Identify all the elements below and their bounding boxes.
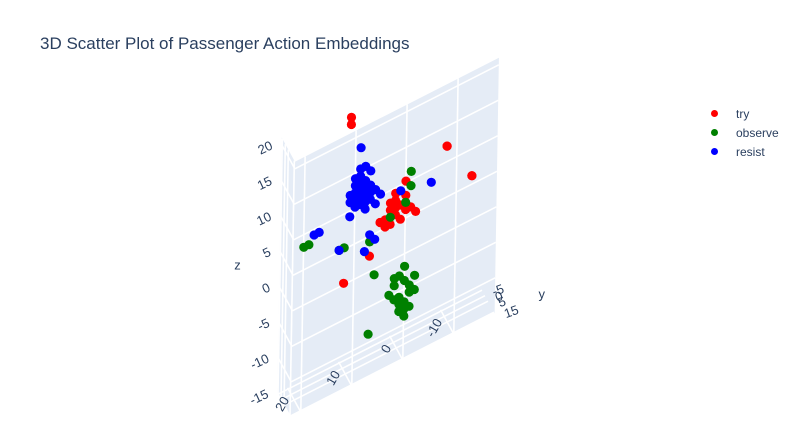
- data-point-observe: [389, 274, 399, 284]
- z-gridline: [292, 206, 497, 312]
- data-point-try: [411, 206, 421, 216]
- z-gridline: [294, 64, 500, 170]
- data-point-try: [467, 171, 477, 181]
- z-tick-label: 20: [255, 138, 274, 158]
- data-point-observe: [406, 166, 416, 176]
- y-tick-label: -5: [490, 281, 506, 299]
- data-point-try: [339, 278, 349, 288]
- data-point-observe: [400, 261, 410, 271]
- data-point-observe: [399, 311, 409, 321]
- data-point-resist: [370, 199, 380, 209]
- y-tick-label: 15: [502, 302, 521, 321]
- data-point-resist: [350, 202, 360, 212]
- y-axis-label: y: [539, 287, 546, 302]
- z-gridline: [293, 99, 499, 206]
- legend-marker-observe: [711, 129, 718, 136]
- data-point-resist: [314, 227, 324, 237]
- z-gridline: [290, 312, 495, 419]
- x-tick-label: 10: [323, 368, 343, 388]
- legend-label-resist: resist: [736, 144, 765, 159]
- y-gridline: [283, 149, 290, 406]
- data-point-observe: [410, 270, 420, 280]
- data-point-resist: [356, 143, 366, 153]
- z-tick-label: -15: [247, 386, 270, 408]
- data-point-try: [375, 217, 385, 228]
- data-point-resist: [359, 247, 369, 257]
- data-point-observe: [399, 304, 409, 314]
- y-gridline: [280, 294, 486, 401]
- z-gridline: [292, 170, 498, 277]
- x-gridline: [300, 156, 306, 413]
- x-tick-label: 20: [272, 394, 292, 414]
- z-tick-label: 10: [254, 209, 273, 229]
- legend-item-observe[interactable]: observe: [704, 123, 779, 142]
- data-point-observe: [304, 240, 314, 250]
- data-point-observe: [406, 181, 416, 191]
- legend-label-observe: observe: [736, 125, 779, 140]
- y-gridline: [277, 289, 483, 395]
- y-tick-label: 5: [496, 293, 508, 310]
- y-gridline: [283, 300, 489, 406]
- data-point-try: [442, 141, 452, 151]
- data-point-observe: [389, 281, 399, 291]
- legend: try observe resist: [704, 104, 779, 161]
- data-point-try: [346, 112, 357, 122]
- z-tick-label: -10: [248, 351, 271, 373]
- z-axis-label: z: [234, 257, 241, 272]
- z-tick-label: -5: [255, 315, 272, 333]
- data-point-observe: [394, 292, 404, 302]
- legend-item-try[interactable]: try: [704, 104, 779, 123]
- data-point-try: [385, 198, 396, 208]
- y-tick-label: 0: [493, 288, 505, 305]
- data-point-resist: [370, 234, 380, 244]
- x-gridline: [453, 78, 459, 335]
- y-gridline: [280, 144, 287, 400]
- z-tick-label: 5: [260, 244, 273, 261]
- legend-item-resist[interactable]: resist: [704, 142, 779, 161]
- y-gridline: [289, 160, 296, 417]
- legend-label-try: try: [736, 106, 750, 121]
- data-point-observe: [363, 329, 373, 339]
- chart-title: 3D Scatter Plot of Passenger Action Embe…: [40, 34, 410, 53]
- z-gridline: [293, 135, 498, 241]
- data-point-observe: [369, 270, 379, 280]
- data-point-resist: [334, 245, 344, 255]
- z-tick-label: 0: [260, 280, 273, 297]
- data-point-resist: [345, 212, 355, 222]
- data-point-resist: [375, 189, 386, 199]
- legend-marker-resist: [711, 148, 718, 155]
- data-point-observe: [404, 287, 414, 297]
- data-point-resist: [426, 177, 436, 187]
- z-gridline: [291, 241, 497, 348]
- data-points: [299, 112, 477, 339]
- data-point-resist: [366, 166, 376, 176]
- data-point-resist: [360, 204, 370, 214]
- y-gridline: [289, 311, 495, 417]
- z-tick-label: 15: [255, 173, 274, 193]
- data-point-try: [346, 119, 356, 130]
- data-point-observe: [385, 212, 395, 222]
- y-gridline: [277, 138, 284, 395]
- legend-marker-try: [711, 110, 718, 117]
- data-point-resist: [396, 186, 406, 196]
- z-gridline: [290, 277, 496, 383]
- data-point-observe: [401, 197, 411, 207]
- x-gridline: [351, 130, 357, 387]
- data-point-try: [395, 214, 405, 224]
